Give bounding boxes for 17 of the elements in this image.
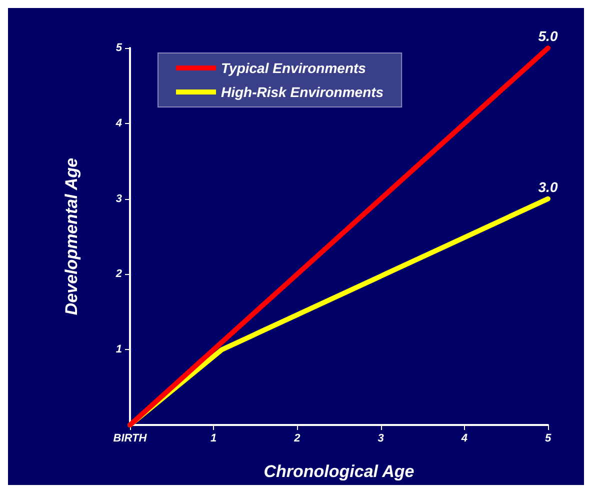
y-tick-label: 4 (114, 117, 122, 130)
y-tick-label: 5 (116, 42, 123, 54)
data-label: 3.0 (538, 178, 558, 195)
y-tick-label: 1 (116, 344, 122, 356)
x-tick-label: 1 (210, 432, 217, 444)
y-tick-label: 3 (116, 192, 122, 205)
y-axis-title: Developmental Age (62, 158, 81, 316)
x-tick-label: 2 (293, 432, 300, 444)
legend-label: High-Risk Environments (221, 84, 384, 100)
y-tick-label: 2 (114, 268, 122, 280)
x-tick-label: 4 (460, 432, 468, 444)
x-tick-label: 5 (544, 432, 552, 444)
x-axis-title: Chronological Age (264, 462, 414, 481)
x-tick-label: BIRTH (113, 432, 148, 444)
x-tick-label: 3 (378, 432, 384, 444)
data-label: 5.0 (538, 28, 558, 44)
legend-label: Typical Environments (221, 60, 366, 76)
